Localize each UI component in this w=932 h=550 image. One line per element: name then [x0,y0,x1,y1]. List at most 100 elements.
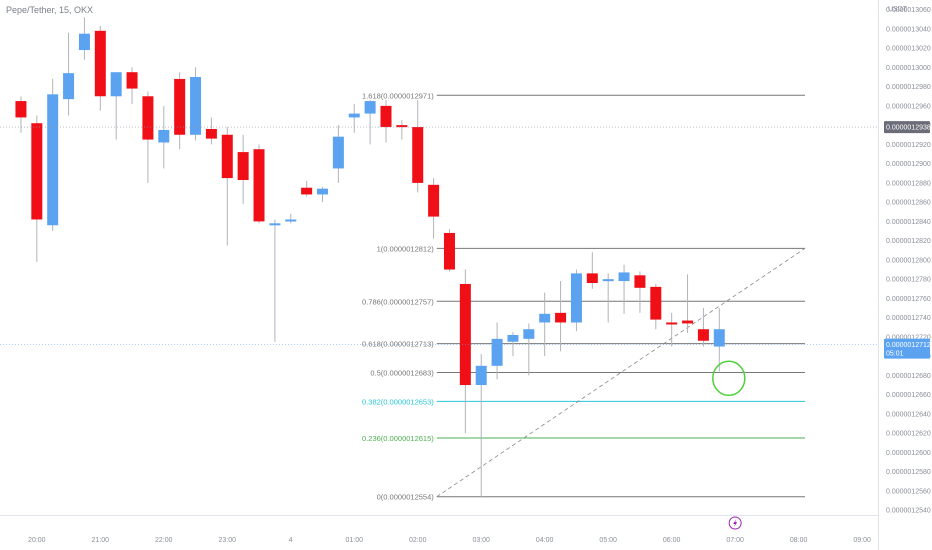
y-tick-label: 0.0000012580 [886,469,931,476]
candle-body [697,329,709,341]
candle-body [269,223,281,226]
candle-body [634,275,646,288]
x-tick-label: 22:00 [155,537,173,544]
candle-body [63,73,75,100]
fib-level-label: 0.618(0.0000012713) [362,340,434,349]
candle-body [190,77,202,135]
candle [555,281,567,352]
candles-layer [15,17,725,497]
candle-body [348,113,360,118]
candle [666,312,678,347]
candle [126,67,138,104]
candle-body [459,283,471,386]
candle [15,96,27,133]
y-tick-label: 0.0000013060 [886,7,931,14]
candle [63,32,75,116]
candle-body [110,72,122,97]
x-tick-label: 09:00 [853,537,871,544]
x-tick-label: 20:00 [28,537,46,544]
candle [634,271,646,313]
candle [142,91,154,183]
y-tick-label: 0.0000012620 [886,431,931,438]
candle [396,120,408,140]
candle-body [443,232,455,270]
candle [47,78,59,232]
candle [78,17,90,60]
last-price-badge: 0.0000012712 05:01 [884,338,931,359]
candle-body [682,320,694,324]
time-axis[interactable]: 20:00 21:00 22:00 23:00 4 01:00 02:00 03:00 04:0… [0,515,878,545]
candle [301,180,313,197]
candle [443,229,455,272]
candle-body [523,329,535,339]
candle [253,144,265,224]
y-tick-label: 0.0000012800 [886,257,931,264]
candle-body [142,96,154,140]
candle [491,322,503,380]
lightning-glyph [733,519,738,527]
fibonacci-retracement[interactable]: 1.618(0.0000012971) 1(0.0000012812) 0.786(… [362,91,806,502]
candle-body [380,105,392,128]
x-tick-label: 06:00 [663,537,681,544]
current-price-value: 0.0000012938 [886,125,931,132]
candle [459,269,471,434]
candle-body [570,273,582,323]
x-tick-label: 04:00 [536,537,554,544]
y-tick-label: 0.0000012960 [886,103,931,110]
candle [586,252,598,289]
candle [317,186,329,203]
candle [190,67,202,141]
candle-body [507,334,519,342]
candle-body [31,123,43,220]
candle [174,72,186,150]
x-tick-label: 01:00 [345,537,363,544]
candle [682,274,694,334]
candle-body [332,136,344,169]
x-tick-label: 07:00 [726,537,744,544]
candle [31,115,43,262]
candle-body [364,101,376,114]
candle-body [301,187,313,195]
fib-level-label: 0.382(0.0000012653) [362,397,434,406]
candle [697,308,709,347]
candle-body [491,338,503,366]
candle-body [174,78,186,135]
candle-body [475,365,487,386]
y-tick-label: 0.0000012840 [886,219,931,226]
fib-level-label: 0.786(0.0000012757) [362,297,434,306]
candle [110,72,122,140]
candle-body [555,312,567,323]
candle-body [205,128,217,139]
candle [332,125,344,183]
y-tick-label: 0.0000012860 [886,200,931,207]
candle [221,127,233,246]
candle-body [586,273,598,284]
candle [618,264,630,314]
fib-level-label: 1(0.0000012812) [377,244,435,253]
candle [602,273,614,323]
candle [285,213,297,224]
fib-level-label: 1.618(0.0000012971) [362,91,434,100]
candle-body [396,125,408,128]
candle-body [713,329,725,347]
y-tick-label: 0.0000012640 [886,411,931,418]
candle-body [650,286,662,320]
current-price-badge: 0.0000012938 [884,121,931,134]
fib-level-label: 0.236(0.0000012615) [362,434,434,443]
price-axis-panel [878,0,932,550]
fib-level-label: 0.5(0.0000012683) [370,369,434,378]
y-tick-label: 0.0000012780 [886,277,931,284]
candle-body [428,184,440,217]
y-tick-label: 0.0000012740 [886,315,931,322]
candle [158,105,170,169]
candle [412,100,424,193]
x-tick-label: 05:00 [599,537,617,544]
y-tick-label: 0.0000012900 [886,161,931,168]
x-tick-label: 23:00 [219,537,237,544]
axis-currency-label: USDT [888,6,908,13]
candle-body [412,127,424,183]
candle-body [126,72,138,89]
candle [507,332,519,357]
